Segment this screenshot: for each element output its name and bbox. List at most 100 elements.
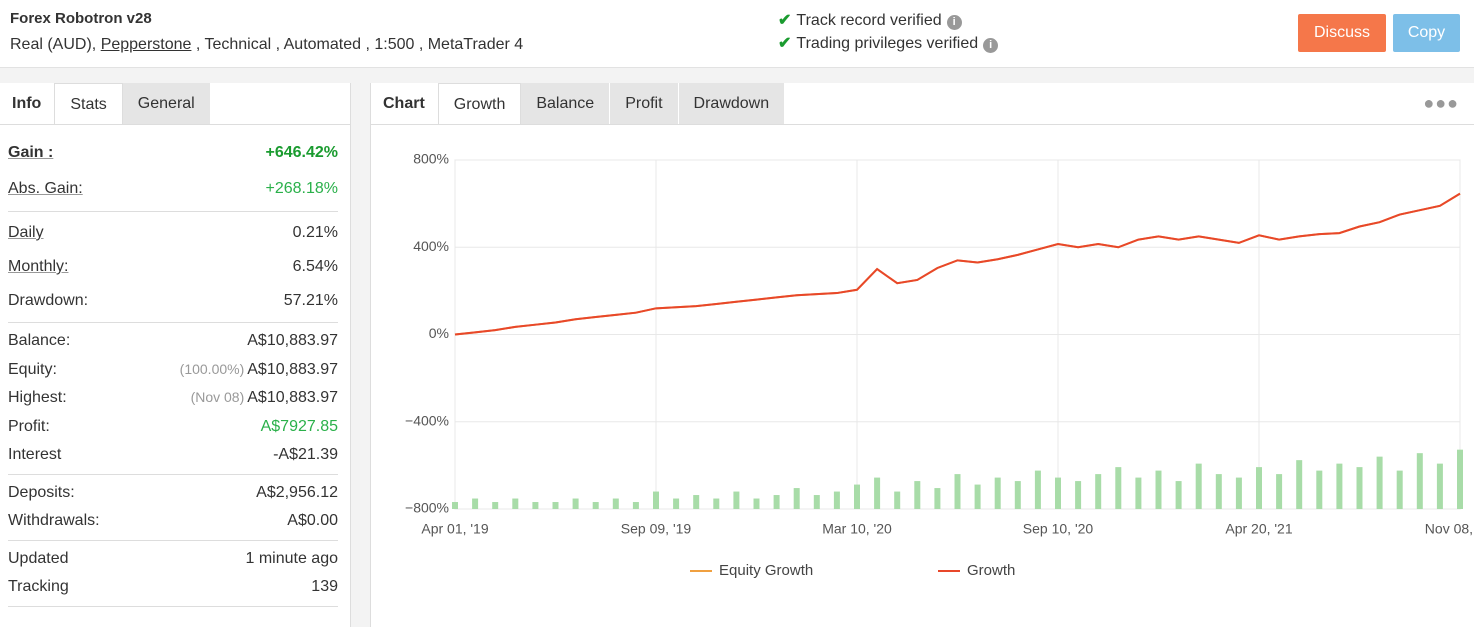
stats-row: Updated 1 minute ago [8, 545, 338, 574]
stat-label: Balance: [8, 332, 71, 350]
tab[interactable]: General [122, 83, 211, 124]
menu-button[interactable]: ●●● [1423, 93, 1459, 113]
stat-value: 1 minute ago [245, 549, 338, 567]
volume-bar [1457, 449, 1463, 509]
volume-bar [592, 502, 599, 509]
x-tick-label: Apr 01, '19 [421, 521, 488, 537]
y-tick-label: −400% [405, 412, 449, 428]
verification: ✔ Track record verified i [778, 10, 962, 30]
x-tick-label: Nov 08, '21 [1425, 521, 1474, 537]
volume-bar [1034, 470, 1041, 509]
volume-bar [653, 491, 659, 509]
volume-bar [874, 477, 881, 509]
volume-bar [1014, 481, 1021, 509]
stat-value-wrap: 139 [311, 578, 338, 596]
stats-row: Tracking 139 [8, 573, 338, 602]
stat-value: 6.54% [292, 258, 338, 275]
volume-bar [612, 498, 619, 509]
volume-bar [773, 495, 780, 509]
volume-bar [552, 502, 559, 509]
copy-button[interactable]: Copy [1393, 14, 1460, 52]
stat-value-wrap: +646.42% [265, 144, 338, 162]
legend-label: Equity Growth [719, 562, 813, 579]
volume-bar [994, 477, 1001, 509]
stats-row: Daily 0.21% [8, 216, 338, 250]
volume-bar [894, 491, 901, 509]
subtitle-text: , Technical , Automated , 1:500 , MetaTr… [191, 36, 524, 53]
volume-bar [1115, 467, 1122, 509]
volume-bar [914, 481, 921, 509]
x-tick-label: Sep 10, '20 [1023, 521, 1094, 537]
tab[interactable]: Chart [371, 83, 438, 124]
tab[interactable]: Info [0, 83, 55, 124]
stats-list: Gain : +646.42% Abs. Gain: +268.18% Daily 0.2… [8, 131, 338, 607]
verification: ✔ Trading privileges verified i [778, 33, 999, 53]
volume-bar [1055, 477, 1061, 509]
x-tick-label: Sep 09, '19 [621, 521, 692, 537]
stats-group: Gain : +646.42% Abs. Gain: +268.18% [8, 131, 338, 212]
stats-row: Interest -A$21.39 [8, 441, 338, 470]
verification-text: Track record verified [796, 12, 942, 29]
volume-bar [673, 498, 680, 509]
volume-bar [1356, 467, 1363, 509]
stat-label: Equity: [8, 360, 57, 378]
stat-label: Withdrawals: [8, 512, 100, 530]
x-tick-label: Mar 10, '20 [822, 521, 892, 537]
broker-link[interactable]: Pepperstone [100, 36, 192, 53]
tab[interactable]: Balance [521, 83, 611, 124]
stat-value-wrap: A$10,883.97 [247, 332, 338, 350]
volume-bar [1135, 477, 1142, 509]
stats-panel: Info Stats General Gain : +646.42% Abs. Ga… [0, 83, 351, 627]
volume-bar [1095, 474, 1102, 509]
stats-group: Daily 0.21% Monthly: 6.54% Drawdown: 57.21% [8, 212, 338, 323]
stat-value: A$10,883.97 [247, 389, 338, 407]
volume-bar [1195, 463, 1202, 509]
stat-value: +646.42% [265, 144, 338, 161]
stat-value-wrap: -A$21.39 [273, 446, 338, 464]
volume-bar [1316, 470, 1323, 509]
stats-row: Gain : +646.42% [8, 135, 338, 171]
stats-row: Abs. Gain: +268.18% [8, 171, 338, 207]
stats-group: Balance: A$10,883.97 Equity: (100.00%) A$10,… [8, 323, 338, 475]
y-tick-label: −800% [405, 500, 449, 516]
series-line [454, 192, 1461, 336]
volume-bar [1416, 453, 1423, 509]
header: Forex Robotron v28 Real (AUD), Peppersto… [0, 0, 1474, 68]
verification-text: Trading privileges verified [796, 35, 979, 52]
stats-row: Balance: A$10,883.97 [8, 327, 338, 356]
stat-label: Daily [8, 224, 44, 241]
tab[interactable]: Stats [54, 83, 123, 125]
stats-row: Withdrawals: A$0.00 [8, 507, 338, 536]
tab[interactable]: Drawdown [678, 83, 786, 124]
stats-row: Highest: (Nov 08) A$10,883.97 [8, 384, 338, 413]
tab[interactable]: Growth [437, 83, 522, 125]
subtitle-text: Real (AUD), [10, 36, 101, 53]
volume-bar [1215, 474, 1222, 509]
volume-bar [753, 498, 760, 509]
tab[interactable]: Profit [610, 83, 679, 124]
stat-label: Tracking [8, 578, 69, 596]
volume-bar [733, 491, 740, 509]
volume-bar [1155, 470, 1162, 509]
volume-bar [512, 498, 519, 509]
stat-label: Updated [8, 549, 69, 567]
stat-value-wrap: 1 minute ago [245, 550, 338, 568]
volume-bar [833, 491, 840, 509]
stat-value-wrap: 0.21% [293, 224, 338, 242]
volume-bar [713, 498, 720, 509]
stat-note: (100.00%) [179, 360, 245, 377]
stat-label: Gain : [8, 144, 54, 161]
system-title: Forex Robotron v28 [10, 10, 152, 27]
volume-bar [793, 488, 800, 509]
stat-value-wrap: 57.21% [284, 292, 338, 310]
chart: 800% 400% 0% −400% −800% Apr 01, '19 Sep 09, '… [405, 151, 1474, 579]
stats-row: Equity: (100.00%) A$10,883.97 [8, 356, 338, 385]
volume-bar [572, 498, 579, 509]
discuss-button[interactable]: Discuss [1298, 14, 1386, 52]
stat-value-wrap: A$7927.85 [261, 418, 338, 436]
volume-bar [813, 495, 820, 509]
stat-value: A$7927.85 [260, 417, 338, 435]
stat-value-wrap: A$2,956.12 [256, 484, 338, 502]
y-tick-label: 800% [413, 151, 449, 167]
